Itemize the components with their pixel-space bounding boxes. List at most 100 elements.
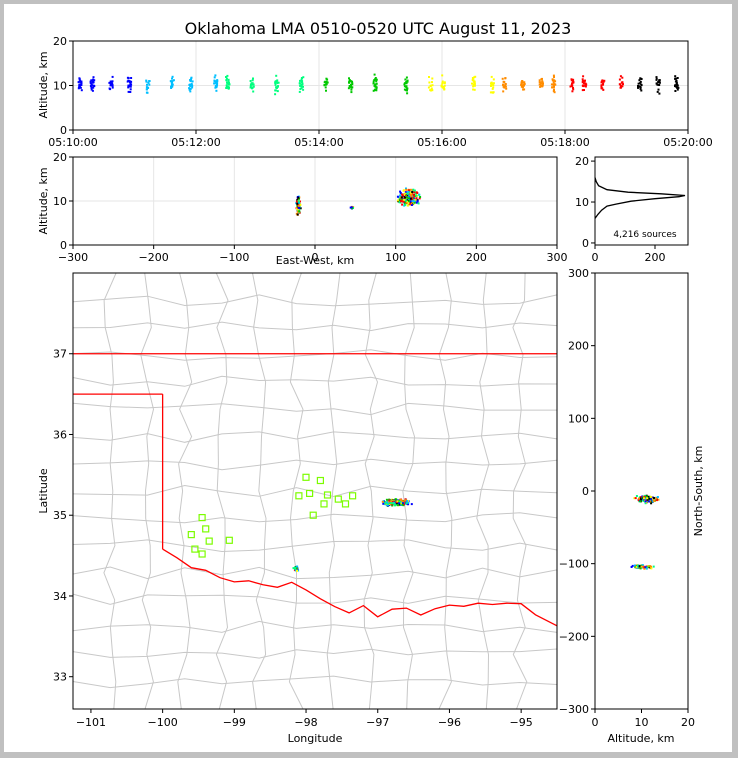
lma-station-marker: [341, 500, 350, 508]
source-point: [405, 81, 408, 83]
source-point: [523, 83, 526, 85]
map-source-point: [386, 501, 389, 504]
source-point: [441, 86, 444, 89]
ns-source-point: [641, 495, 644, 498]
ew-source-point: [402, 200, 405, 203]
time-tick-label: 05:14:00: [294, 136, 343, 149]
ew-alt-tick-label: 10: [53, 195, 67, 208]
source-point: [490, 85, 492, 87]
source-point: [540, 82, 543, 85]
source-point: [249, 85, 252, 88]
source-point: [108, 81, 111, 84]
source-point: [145, 80, 148, 83]
source-point: [111, 86, 114, 89]
ew-source-point: [299, 203, 302, 206]
source-point: [372, 80, 375, 83]
ew-source-point: [408, 197, 410, 200]
source-point: [274, 82, 277, 84]
ns-source-point: [657, 498, 660, 501]
map-source-point: [400, 502, 403, 505]
hist-y-tick-label: 20: [575, 155, 589, 168]
ew-source-point: [408, 194, 411, 197]
source-point: [79, 86, 82, 89]
source-point: [431, 89, 434, 92]
county-border: [72, 566, 558, 580]
source-point: [472, 88, 475, 91]
source-point: [375, 88, 378, 91]
source-point: [347, 87, 350, 90]
source-point: [582, 85, 585, 88]
ew-source-point: [406, 196, 408, 199]
source-point: [300, 87, 303, 90]
source-point: [79, 83, 82, 86]
source-point: [299, 88, 302, 90]
map-source-point: [398, 503, 401, 506]
ns-source-point: [641, 499, 644, 502]
source-point: [274, 93, 277, 96]
ns-source-point: [640, 498, 643, 501]
source-point: [227, 80, 230, 83]
map-source-point: [398, 502, 401, 505]
source-point: [252, 85, 255, 88]
source-point: [492, 84, 495, 87]
source-point: [621, 76, 624, 79]
source-point: [170, 87, 173, 89]
county-border: [72, 294, 558, 307]
ew-source-point: [413, 191, 416, 194]
source-point: [619, 84, 622, 87]
source-point: [504, 77, 507, 80]
ew-tick-label: −200: [139, 251, 169, 264]
county-border: [72, 484, 558, 498]
source-point: [215, 83, 218, 86]
source-point: [111, 75, 114, 78]
ns-tick-label: 100: [568, 412, 589, 425]
source-point: [214, 85, 217, 87]
lma-station-marker: [205, 537, 213, 545]
map-source-point: [407, 503, 410, 506]
ew-source-point: [415, 197, 418, 200]
map-source-point: [402, 500, 405, 503]
source-point: [171, 83, 174, 86]
map-source-point: [399, 498, 402, 501]
ew-source-point: [412, 194, 415, 197]
northsouth-ylabel: North-South, km: [692, 446, 705, 537]
source-point: [584, 85, 587, 88]
ew-source-point: [296, 213, 299, 216]
map-source-point: [401, 503, 404, 506]
time-tick-label: 05:10:00: [48, 136, 97, 149]
ew-source-point: [411, 200, 414, 203]
source-point: [602, 83, 604, 86]
ns-source-point: [650, 498, 653, 501]
source-point: [491, 91, 493, 94]
ew-source-point: [402, 199, 405, 202]
source-point: [228, 83, 231, 86]
ew-source-point: [407, 202, 410, 205]
ns-source-point: [648, 496, 651, 499]
source-point: [443, 84, 446, 87]
source-point: [406, 92, 409, 95]
source-point: [92, 76, 95, 79]
source-point: [145, 88, 148, 91]
map-source-point: [407, 501, 410, 504]
source-point: [600, 85, 603, 88]
ew-source-point: [396, 199, 399, 202]
ew-tick-label: −300: [58, 251, 88, 264]
source-point: [472, 85, 475, 88]
source-point: [490, 75, 493, 78]
ew-source-point: [413, 200, 416, 203]
source-point: [148, 83, 151, 86]
altitude-northsouth-panel: 0 10 20 −300 −200 −100 0 100 200 300 Altitude, km…: [559, 267, 705, 745]
source-point: [638, 82, 641, 85]
source-point: [146, 86, 149, 89]
ns-source-point: [655, 497, 658, 500]
source-point: [489, 91, 492, 94]
source-point: [251, 79, 254, 82]
source-point: [406, 80, 409, 83]
source-point: [640, 78, 643, 80]
county-border: [72, 539, 558, 553]
hist-x-tick-label: 200: [645, 251, 666, 264]
map-source-point: [396, 503, 399, 506]
lma-station-marker: [309, 511, 317, 519]
ew-source-point: [297, 208, 300, 211]
county-border: [72, 593, 558, 605]
